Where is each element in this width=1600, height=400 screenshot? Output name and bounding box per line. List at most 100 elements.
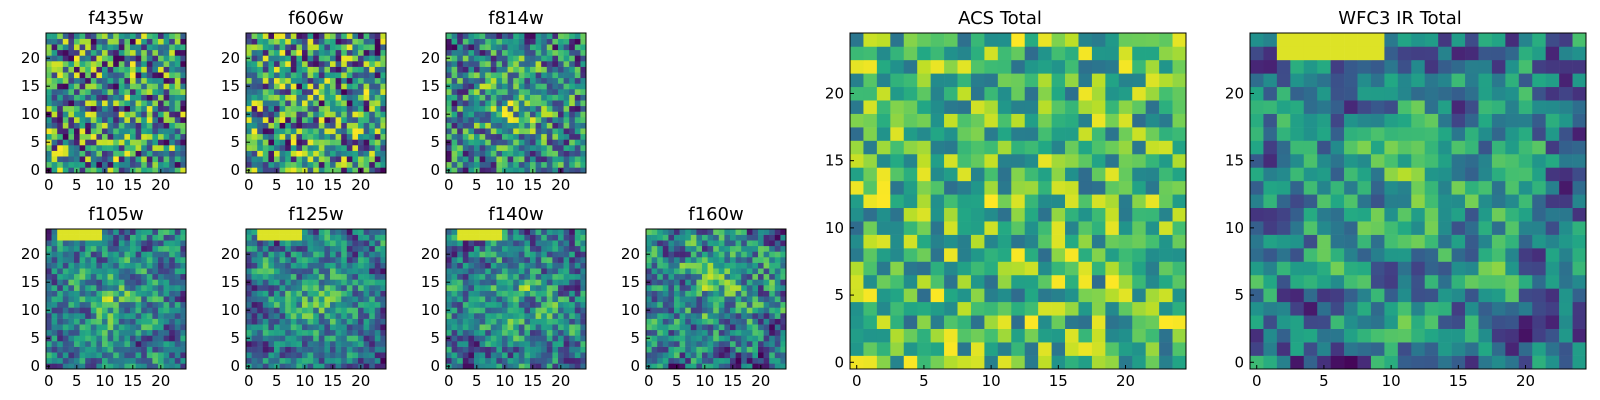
heatmap-cell [62,133,69,140]
heatmap-cell [152,156,159,163]
heatmap-cell [679,245,686,252]
heatmap-cell [724,251,731,258]
heatmap-cell [251,346,258,353]
heatmap-cell [490,346,497,353]
heatmap-cell [657,352,664,359]
heatmap-cell [90,117,97,123]
heatmap-cell [580,89,587,95]
heatmap-cell [302,301,308,308]
heatmap-cell [580,117,587,123]
heatmap-cell [262,251,269,258]
heatmap-cell [302,313,308,319]
heatmap-cell [518,133,525,140]
heatmap-cell [146,38,153,45]
heatmap-cell [313,273,320,280]
heatmap-cell [74,89,80,95]
heatmap-cell [457,66,464,73]
heatmap-cell [569,122,576,129]
heatmap-cell [374,156,381,163]
heatmap-cell [451,290,458,297]
heatmap-cell [763,268,770,275]
heatmap-cell [468,307,475,314]
heatmap-cell [141,105,148,112]
heatmap-cell [313,285,320,291]
heatmap-cell [552,38,559,45]
heatmap-cell [490,234,497,241]
heatmap-cell [558,139,564,146]
heatmap-cell [135,329,142,336]
heatmap-cell [146,122,153,129]
heatmap-cell [580,66,587,73]
heatmap-cell [318,111,325,118]
heatmap-cell [546,117,553,123]
heatmap-cell [574,257,581,263]
heatmap-cell [341,324,348,331]
heatmap-cell [251,94,258,101]
heatmap-cell [1051,207,1066,222]
heatmap-cell [85,318,92,325]
heatmap-cell [984,140,999,155]
heatmap-cell [451,363,458,370]
heatmap-cell [485,66,492,73]
heatmap-cell [446,122,452,129]
heatmap-cell [174,273,181,280]
heatmap-cell [46,161,52,168]
heatmap-cell [1011,355,1026,370]
heatmap-cell [524,329,531,336]
heatmap-cell [290,55,297,62]
heatmap-cell [290,44,297,51]
heatmap-cell [152,352,159,359]
heatmap-cell [251,279,258,286]
heatmap-cell [574,89,581,95]
heatmap-cell [113,352,120,359]
heatmap-cell [374,122,381,129]
heatmap-cell [118,89,125,95]
heatmap-cell [102,257,108,263]
heatmap-cell [251,72,258,79]
heatmap-cell [876,355,891,370]
heatmap-cell [158,83,164,90]
heatmap-cell [246,72,252,79]
heatmap-cell [118,128,125,135]
heatmap-cell [651,307,658,314]
heatmap-cell [107,33,114,39]
heatmap-cell [62,352,69,359]
heatmap-cell [984,180,999,195]
heatmap-cell [79,273,86,280]
heatmap-cell [679,251,686,258]
heatmap-cell [113,61,120,67]
heatmap-cell [163,324,170,331]
heatmap-cell [1065,301,1079,316]
heatmap-cell [62,49,69,56]
heatmap-cell [580,133,587,140]
heatmap-cell [352,307,359,314]
heatmap-cell [569,245,576,252]
heatmap-cell [363,296,370,303]
heatmap-cell [335,89,342,95]
heatmap-cell [746,240,753,247]
heatmap-cell [380,167,387,174]
heatmap-cell [330,61,336,67]
heatmap-cell [679,341,686,347]
heatmap-cell [90,251,97,258]
heatmap-cell [457,156,464,163]
heatmap-cell [462,268,469,275]
heatmap-cell [113,55,120,62]
heatmap-cell [335,335,342,342]
heatmap-cell [163,100,170,107]
heatmap-cell [174,49,181,56]
heatmap-cell [352,111,359,118]
heatmap-cell [369,273,376,280]
heatmap-cell [462,329,469,336]
heatmap-cell [646,301,652,308]
heatmap-cell [180,139,187,146]
heatmap-cell [246,66,252,73]
heatmap-cell [702,257,708,263]
heatmap-cell [74,77,80,84]
heatmap-cell [174,94,181,101]
heatmap-cell [679,352,686,359]
heatmap-cell [62,307,69,314]
heatmap-cell [490,33,497,39]
heatmap-cell [696,273,703,280]
